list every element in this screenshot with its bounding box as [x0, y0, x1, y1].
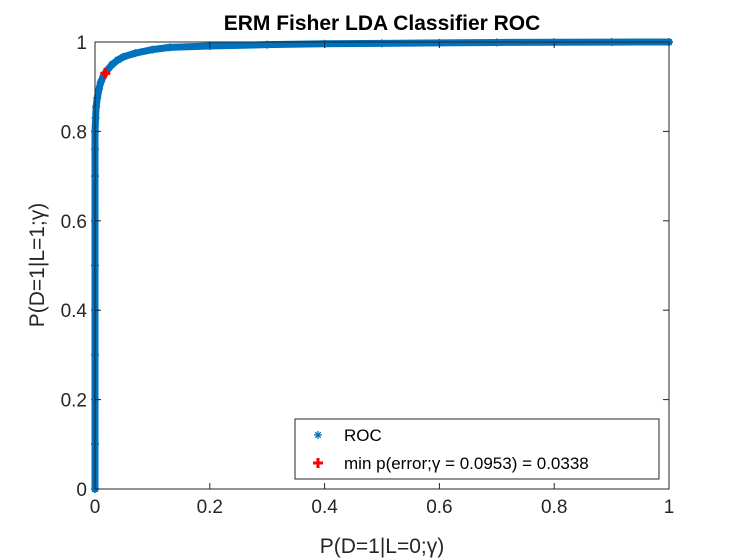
plot-area — [95, 42, 669, 489]
roc-point — [131, 49, 140, 58]
axes-box — [94, 41, 670, 490]
x-axis-label: P(D=1|L=0;γ) — [320, 535, 445, 558]
roc-point — [165, 43, 174, 52]
roc-point — [95, 84, 104, 93]
y-tick-label: 0 — [76, 480, 87, 501]
roc-point — [92, 102, 101, 111]
min-error-point — [100, 68, 111, 79]
x-tick-label: 0.8 — [541, 497, 567, 518]
roc-point — [108, 60, 117, 69]
roc-point — [113, 55, 122, 64]
legend: ROC min p(error;γ = 0.0953) = 0.0338 — [294, 418, 660, 480]
y-tick-label: 1 — [76, 33, 87, 54]
roc-point — [378, 39, 386, 48]
tick-layer: 0 0.2 0.4 0.6 0.8 1 0 0.2 0.4 0.6 0.8 1 — [61, 33, 675, 518]
y-axis-label: P(D=1|L=1;γ) — [26, 203, 49, 328]
legend-roc-marker — [314, 431, 322, 439]
y-tick-label: 0.8 — [61, 122, 87, 143]
chart-title: ERM Fisher LDA Classifier ROC — [224, 12, 541, 35]
roc-point — [148, 45, 157, 54]
roc-point — [91, 113, 100, 122]
roc-point — [119, 52, 128, 61]
x-tick-label: 0 — [90, 497, 101, 518]
x-tick-label: 0.2 — [197, 497, 223, 518]
min-error-marker-layer — [100, 68, 111, 79]
legend-min-error-label: min p(error;γ = 0.0953) = 0.0338 — [344, 454, 589, 473]
x-tick-label: 1 — [664, 497, 675, 518]
y-tick-label: 0.2 — [61, 391, 87, 412]
roc-point — [96, 78, 105, 87]
legend-roc-label: ROC — [344, 426, 382, 445]
x-tick-label: 0.4 — [311, 497, 338, 518]
legend-min-error-marker — [313, 458, 323, 468]
y-tick-label: 0.4 — [61, 301, 88, 322]
legend-plus-icon — [313, 458, 323, 468]
legend-box — [294, 418, 660, 480]
y-tick-label: 0.6 — [61, 212, 87, 233]
x-tick-label: 0.6 — [426, 497, 452, 518]
